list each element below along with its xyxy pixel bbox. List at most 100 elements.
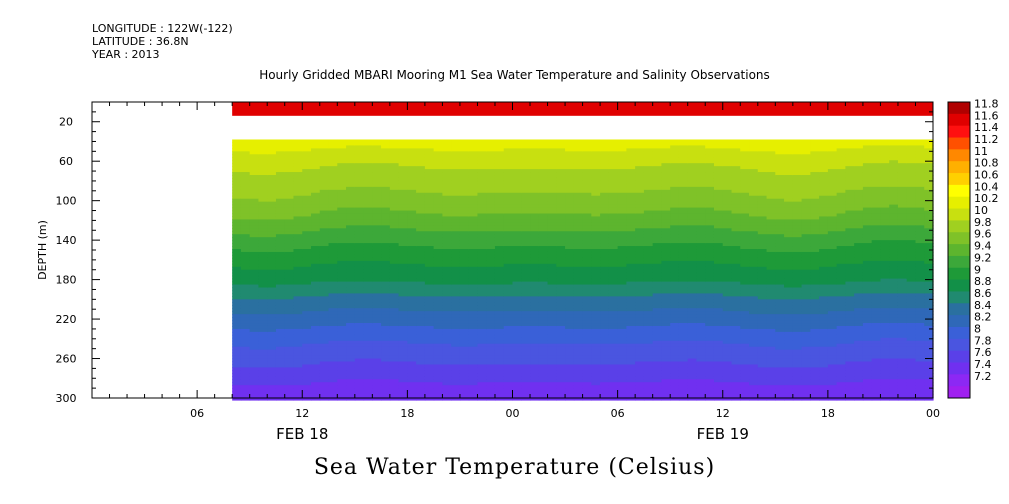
field-cell: [477, 323, 487, 327]
field-cell: [670, 305, 680, 309]
field-cell: [705, 382, 715, 386]
field-cell: [547, 275, 557, 280]
field-cell: [433, 263, 444, 268]
field-cell: [424, 337, 435, 342]
field-cell: [293, 358, 303, 363]
field-cell: [477, 337, 487, 342]
field-cell: [249, 263, 260, 268]
field-cell: [591, 201, 601, 206]
field-cell: [494, 343, 505, 348]
field-cell: [512, 370, 522, 374]
field-cell: [582, 145, 592, 149]
field-cell: [713, 311, 724, 315]
field-cell: [468, 361, 479, 366]
field-cell: [643, 290, 654, 295]
field-cell: [249, 251, 260, 256]
field-cell: [678, 210, 689, 215]
field-cell: [635, 302, 645, 306]
field-cell: [468, 275, 479, 280]
field-cell: [398, 175, 408, 179]
field-cell: [617, 192, 627, 197]
field-cell: [293, 293, 303, 297]
field-cell: [538, 183, 549, 188]
field-cell: [608, 284, 619, 289]
field-cell: [302, 355, 312, 360]
field-cell: [705, 302, 715, 306]
field-cell: [626, 388, 636, 392]
field-cell: [275, 204, 286, 209]
field-cell: [389, 180, 400, 185]
field-cell: [407, 160, 417, 164]
field-cell: [284, 314, 295, 318]
field-cell: [521, 287, 531, 292]
field-cell: [600, 210, 610, 215]
field-cell: [346, 148, 356, 152]
field-cell: [687, 189, 698, 194]
field-cell: [486, 219, 496, 223]
field-cell: [407, 139, 417, 144]
field-cell: [372, 281, 382, 286]
field-cell: [258, 157, 268, 161]
field-cell: [696, 225, 706, 229]
field-cell: [521, 388, 531, 392]
field-cell: [381, 349, 391, 354]
field-cell: [573, 163, 584, 167]
field-cell: [363, 231, 373, 235]
field-cell: [556, 231, 566, 235]
field-cell: [556, 376, 566, 380]
field-cell: [582, 189, 592, 194]
field-cell: [678, 382, 689, 386]
field-cell: [678, 180, 689, 185]
field-cell: [249, 379, 260, 383]
field-cell: [459, 394, 470, 398]
field-cell: [267, 272, 277, 277]
field-cell: [311, 373, 321, 377]
field-cell: [626, 142, 636, 147]
field-cell: [538, 154, 549, 158]
field-cell: [696, 269, 706, 274]
field-cell: [311, 275, 321, 280]
field-cell: [232, 145, 242, 149]
field-cell: [293, 237, 303, 241]
field-cell: [521, 157, 531, 161]
field-cell: [661, 376, 671, 380]
field-cell: [530, 281, 540, 286]
field-cell: [346, 186, 356, 191]
field-cell: [670, 204, 680, 209]
field-cell: [635, 364, 645, 369]
field-cell: [442, 201, 452, 206]
field-cell: [582, 157, 592, 161]
field-cell: [643, 299, 654, 303]
field-cell: [538, 385, 549, 389]
field-cell: [696, 186, 706, 191]
field-cell: [258, 299, 268, 303]
field-cell: [617, 305, 627, 309]
field-cell: [267, 352, 277, 357]
field-cell: [302, 234, 312, 238]
field-cell: [433, 213, 444, 218]
field-cell: [302, 166, 312, 170]
field-cell: [284, 142, 295, 147]
field-cell: [591, 281, 601, 286]
field-cell: [565, 334, 575, 339]
field-cell: [696, 385, 706, 389]
field-cell: [275, 148, 286, 152]
field-cell: [661, 311, 671, 315]
field-cell: [722, 169, 733, 173]
field-cell: [232, 349, 242, 354]
field-cell: [565, 219, 575, 223]
field-cell: [477, 148, 487, 152]
field-cell: [311, 240, 321, 244]
field-cell: [678, 139, 689, 144]
field-cell: [477, 163, 487, 167]
field-cell: [284, 272, 295, 277]
field-cell: [591, 373, 601, 377]
field-cell: [311, 166, 321, 170]
field-cell: [416, 154, 426, 158]
field-cell: [687, 240, 698, 244]
field-cell: [433, 154, 444, 158]
field-cell: [311, 228, 321, 232]
field-cell: [354, 331, 365, 336]
field-cell: [407, 302, 417, 306]
field-cell: [232, 246, 242, 250]
